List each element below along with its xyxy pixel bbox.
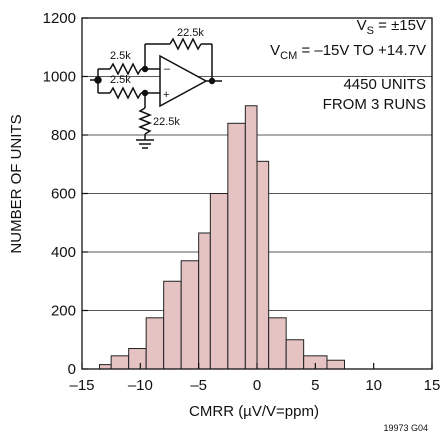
annotation-unit-count: 4450 UNITS (343, 76, 426, 93)
histogram-bar (128, 348, 147, 370)
annotation-common-mode-voltage: VCM = –15V TO +14.7V (270, 42, 426, 62)
x-axis-title: CMRR (µV/V=ppm) (189, 403, 319, 420)
histogram-bar (163, 280, 182, 370)
label-resistor-input-top: 2.5k (110, 50, 131, 62)
op-amp-icon (159, 54, 208, 108)
label-resistor-feedback: 22.5k (177, 27, 204, 39)
label-resistor-input-bottom: 2.5k (110, 74, 131, 86)
histogram-bar (268, 317, 287, 370)
resistor-ground-icon (137, 107, 153, 135)
histogram-bar (145, 317, 165, 370)
x-tick-label: –5 (190, 377, 207, 394)
resistor-input-bottom-icon (109, 86, 142, 100)
histogram-bar (326, 359, 345, 370)
y-tick-label: 200 (51, 303, 76, 320)
y-tick-label: 800 (51, 127, 76, 144)
x-tick-label: 10 (365, 377, 382, 394)
resistor-input-top-icon (109, 62, 142, 76)
resistor-feedback-icon (169, 37, 202, 51)
histogram-bar (244, 105, 258, 370)
label-resistor-ground: 22.5k (153, 116, 180, 128)
histogram-bar (227, 122, 246, 370)
x-axis-ticks: –15 –10 –5 0 5 10 15 (69, 363, 440, 394)
y-tick-label: 400 (51, 244, 76, 261)
histogram-bar (256, 160, 270, 370)
y-tick-label: 0 (68, 361, 76, 378)
figure-id: 19973 G04 (383, 423, 428, 433)
y-axis-ticks: 0 200 400 600 800 1000 1200 (43, 10, 88, 378)
histogram-bar (285, 339, 305, 370)
x-tick-label: 5 (311, 377, 319, 394)
histogram-bar (110, 355, 130, 370)
circuit-schematic (90, 37, 222, 149)
histogram-bar (99, 364, 112, 370)
label-noninverting-input: + (163, 89, 169, 101)
histogram-bar (180, 260, 200, 370)
label-inverting-input: – (164, 63, 171, 75)
x-tick-label: –10 (128, 377, 153, 394)
x-tick-label: 0 (253, 377, 261, 394)
y-tick-label: 600 (51, 186, 76, 203)
annotation-supply-voltage: VS = ±15V (357, 17, 426, 37)
x-tick-label: 15 (424, 377, 440, 394)
y-tick-label: 1200 (43, 10, 76, 27)
y-axis-title: NUMBER OF UNITS (8, 114, 25, 253)
x-tick-label: –15 (69, 377, 94, 394)
annotation-runs: FROM 3 RUNS (323, 96, 426, 113)
y-tick-label: 1000 (43, 69, 76, 86)
histogram-bar (209, 193, 229, 370)
histogram-bars (99, 105, 345, 370)
histogram-bar (198, 232, 211, 370)
